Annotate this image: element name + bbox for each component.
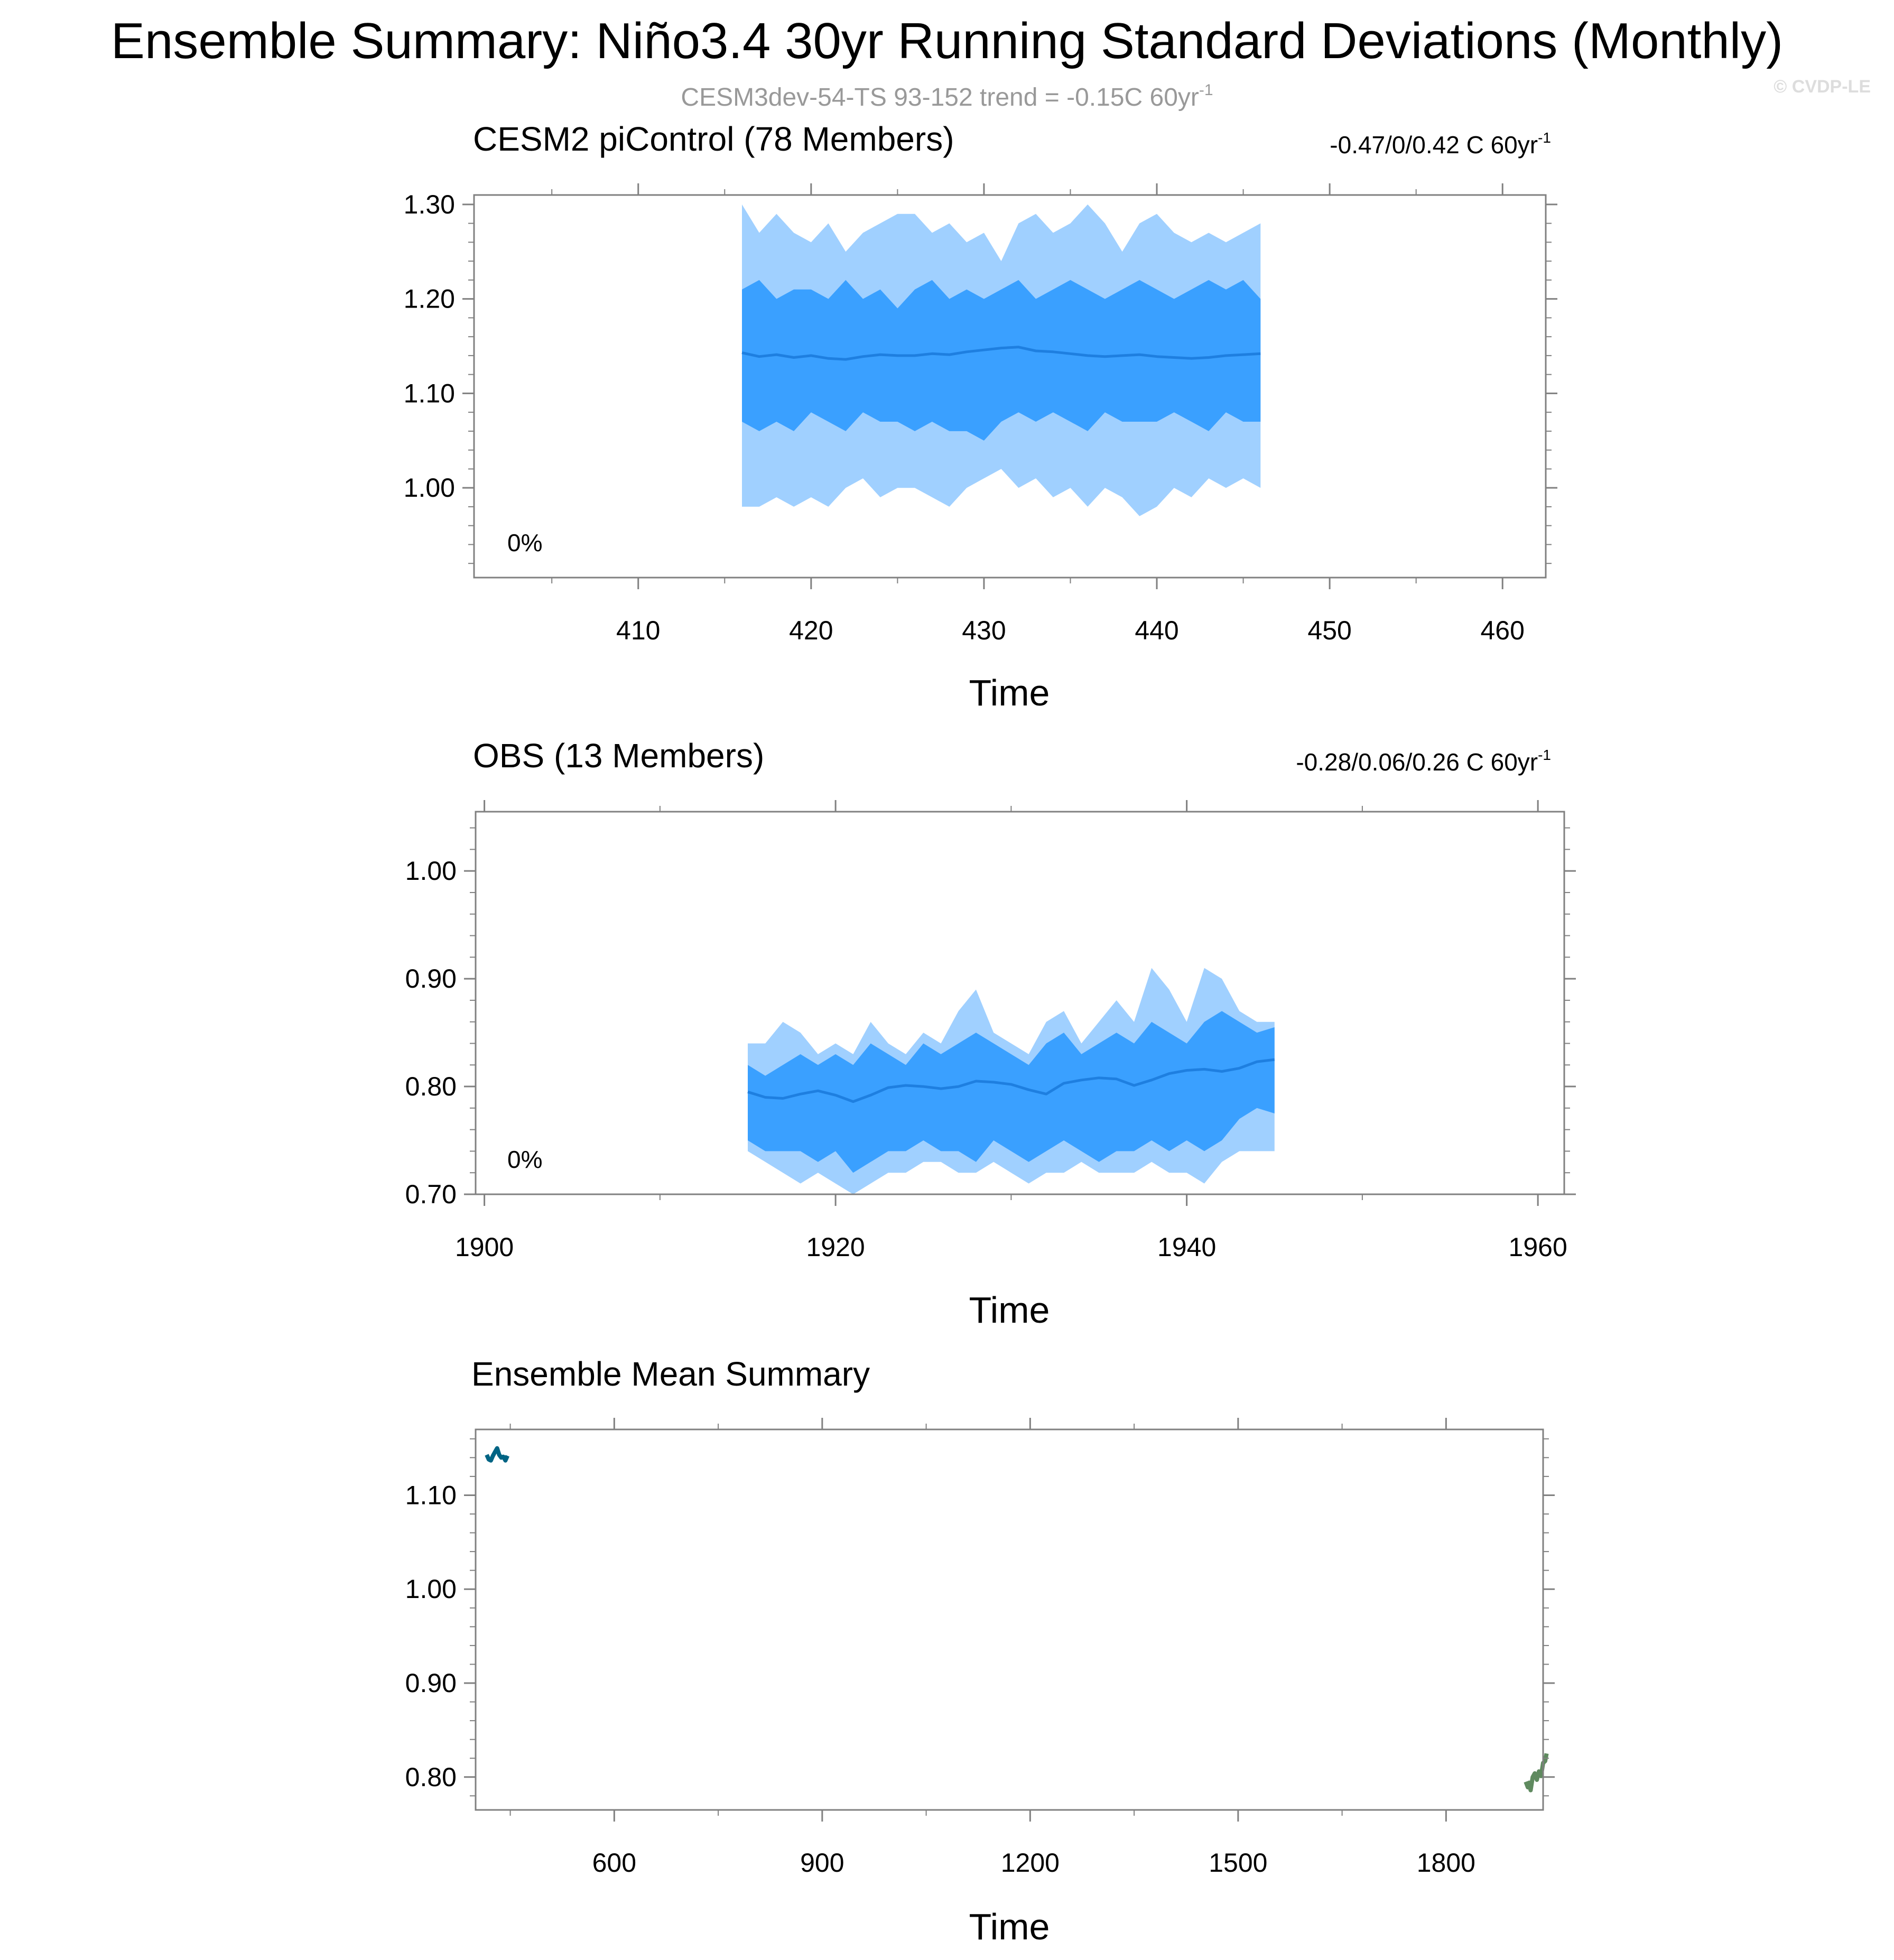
cesm2-trend-text: -0.47/0/0.42 C 60yr: [1330, 131, 1538, 159]
cesm2-picontrol-panel: CESM2 piControl (78 Members) -0.47/0/0.4…: [404, 120, 1557, 713]
obs-panel-title: OBS (13 Members): [473, 737, 764, 775]
obs-trend-text: -0.28/0.06/0.26 C 60yr: [1296, 748, 1538, 776]
ensemble-mean-ytick-label: 0.80: [405, 1762, 457, 1792]
ensemble-mean-x-axis-label: Time: [969, 1906, 1050, 1947]
copyright-label: © CVDP-LE: [1774, 77, 1871, 97]
obs-xtick-label: 1900: [455, 1232, 514, 1262]
obs-xtick-label: 1940: [1157, 1232, 1216, 1262]
obs-ensemble-mean-line: [747, 1058, 1275, 1103]
ensemble-mean-xtick-label: 1800: [1417, 1848, 1475, 1878]
ensemble-mean-ytick-label: 0.90: [405, 1668, 457, 1698]
cesm2-xtick-label: 460: [1481, 616, 1525, 645]
cesm2-ensemble-mean-line: [741, 346, 1261, 361]
obs-ytick-label: 0.80: [405, 1072, 457, 1101]
obs-xtick-label: 1960: [1509, 1232, 1567, 1262]
ensemble-mean-ytick-label: 1.10: [405, 1480, 457, 1510]
ensemble-mean-panel: Ensemble Mean Summary 0.80 0.90 1.00 1.10 60…: [405, 1355, 1555, 1947]
cesm2-trend-label: -0.47/0/0.42 C 60yr-1: [1330, 129, 1551, 159]
cesm2-xtick-label: 450: [1307, 616, 1351, 645]
figure-subtitle: CESM3dev-54-TS 93-152 trend = -0.15C 60y…: [681, 81, 1213, 112]
obs-ytick-label: 0.70: [405, 1179, 457, 1209]
cesm2-ytick-label: 1.10: [404, 378, 455, 408]
cesm2-panel-title: CESM2 piControl (78 Members): [473, 120, 954, 158]
obs-plot-frame: [475, 811, 1565, 1195]
subtitle-text: CESM3dev-54-TS 93-152 trend = -0.15C 60y…: [681, 83, 1199, 112]
obs-ytick-label: 1.00: [405, 856, 457, 886]
ensemble-mean-series-line-0: [485, 1446, 509, 1463]
ensemble-mean-panel-title: Ensemble Mean Summary: [471, 1355, 870, 1393]
cesm2-xtick-label: 430: [962, 616, 1006, 645]
obs-percent-label: 0%: [507, 1146, 542, 1173]
obs-x-axis-label: Time: [969, 1289, 1050, 1331]
obs-xtick-label: 1920: [806, 1232, 865, 1262]
cesm2-plot-frame: [473, 194, 1547, 579]
ensemble-mean-xtick-label: 900: [800, 1848, 844, 1878]
cesm2-ytick-label: 1.30: [404, 190, 455, 219]
ensemble-mean-ytick-label: 1.00: [405, 1574, 457, 1604]
ensemble-mean-xtick-label: 600: [592, 1848, 636, 1878]
ensemble-mean-xtick-label: 1500: [1209, 1848, 1267, 1878]
cesm2-ytick-label: 1.20: [404, 284, 455, 314]
cesm2-trend-superscript: -1: [1538, 129, 1551, 146]
obs-panel: OBS (13 Members) -0.28/0.06/0.26 C 60yr-…: [405, 737, 1576, 1331]
obs-inner-band: [748, 1011, 1275, 1173]
figure-title: Ensemble Summary: Niño3.4 30yr Running S…: [111, 13, 1783, 69]
obs-ytick-label: 0.90: [405, 964, 457, 993]
cesm2-xtick-label: 420: [789, 616, 833, 645]
cesm2-ytick-label: 1.00: [404, 473, 455, 503]
obs-trend-superscript: -1: [1538, 747, 1551, 763]
cesm2-x-axis-label: Time: [969, 672, 1050, 713]
ensemble-mean-plot-frame: [475, 1428, 1544, 1811]
ensemble-mean-xtick-label: 1200: [1001, 1848, 1060, 1878]
subtitle-superscript: -1: [1199, 81, 1213, 99]
cesm2-percent-label: 0%: [507, 529, 542, 556]
cesm2-xtick-label: 410: [616, 616, 660, 645]
cesm2-inner-band: [742, 280, 1261, 441]
obs-trend-label: -0.28/0.06/0.26 C 60yr-1: [1296, 747, 1551, 776]
cesm2-xtick-label: 440: [1135, 616, 1178, 645]
